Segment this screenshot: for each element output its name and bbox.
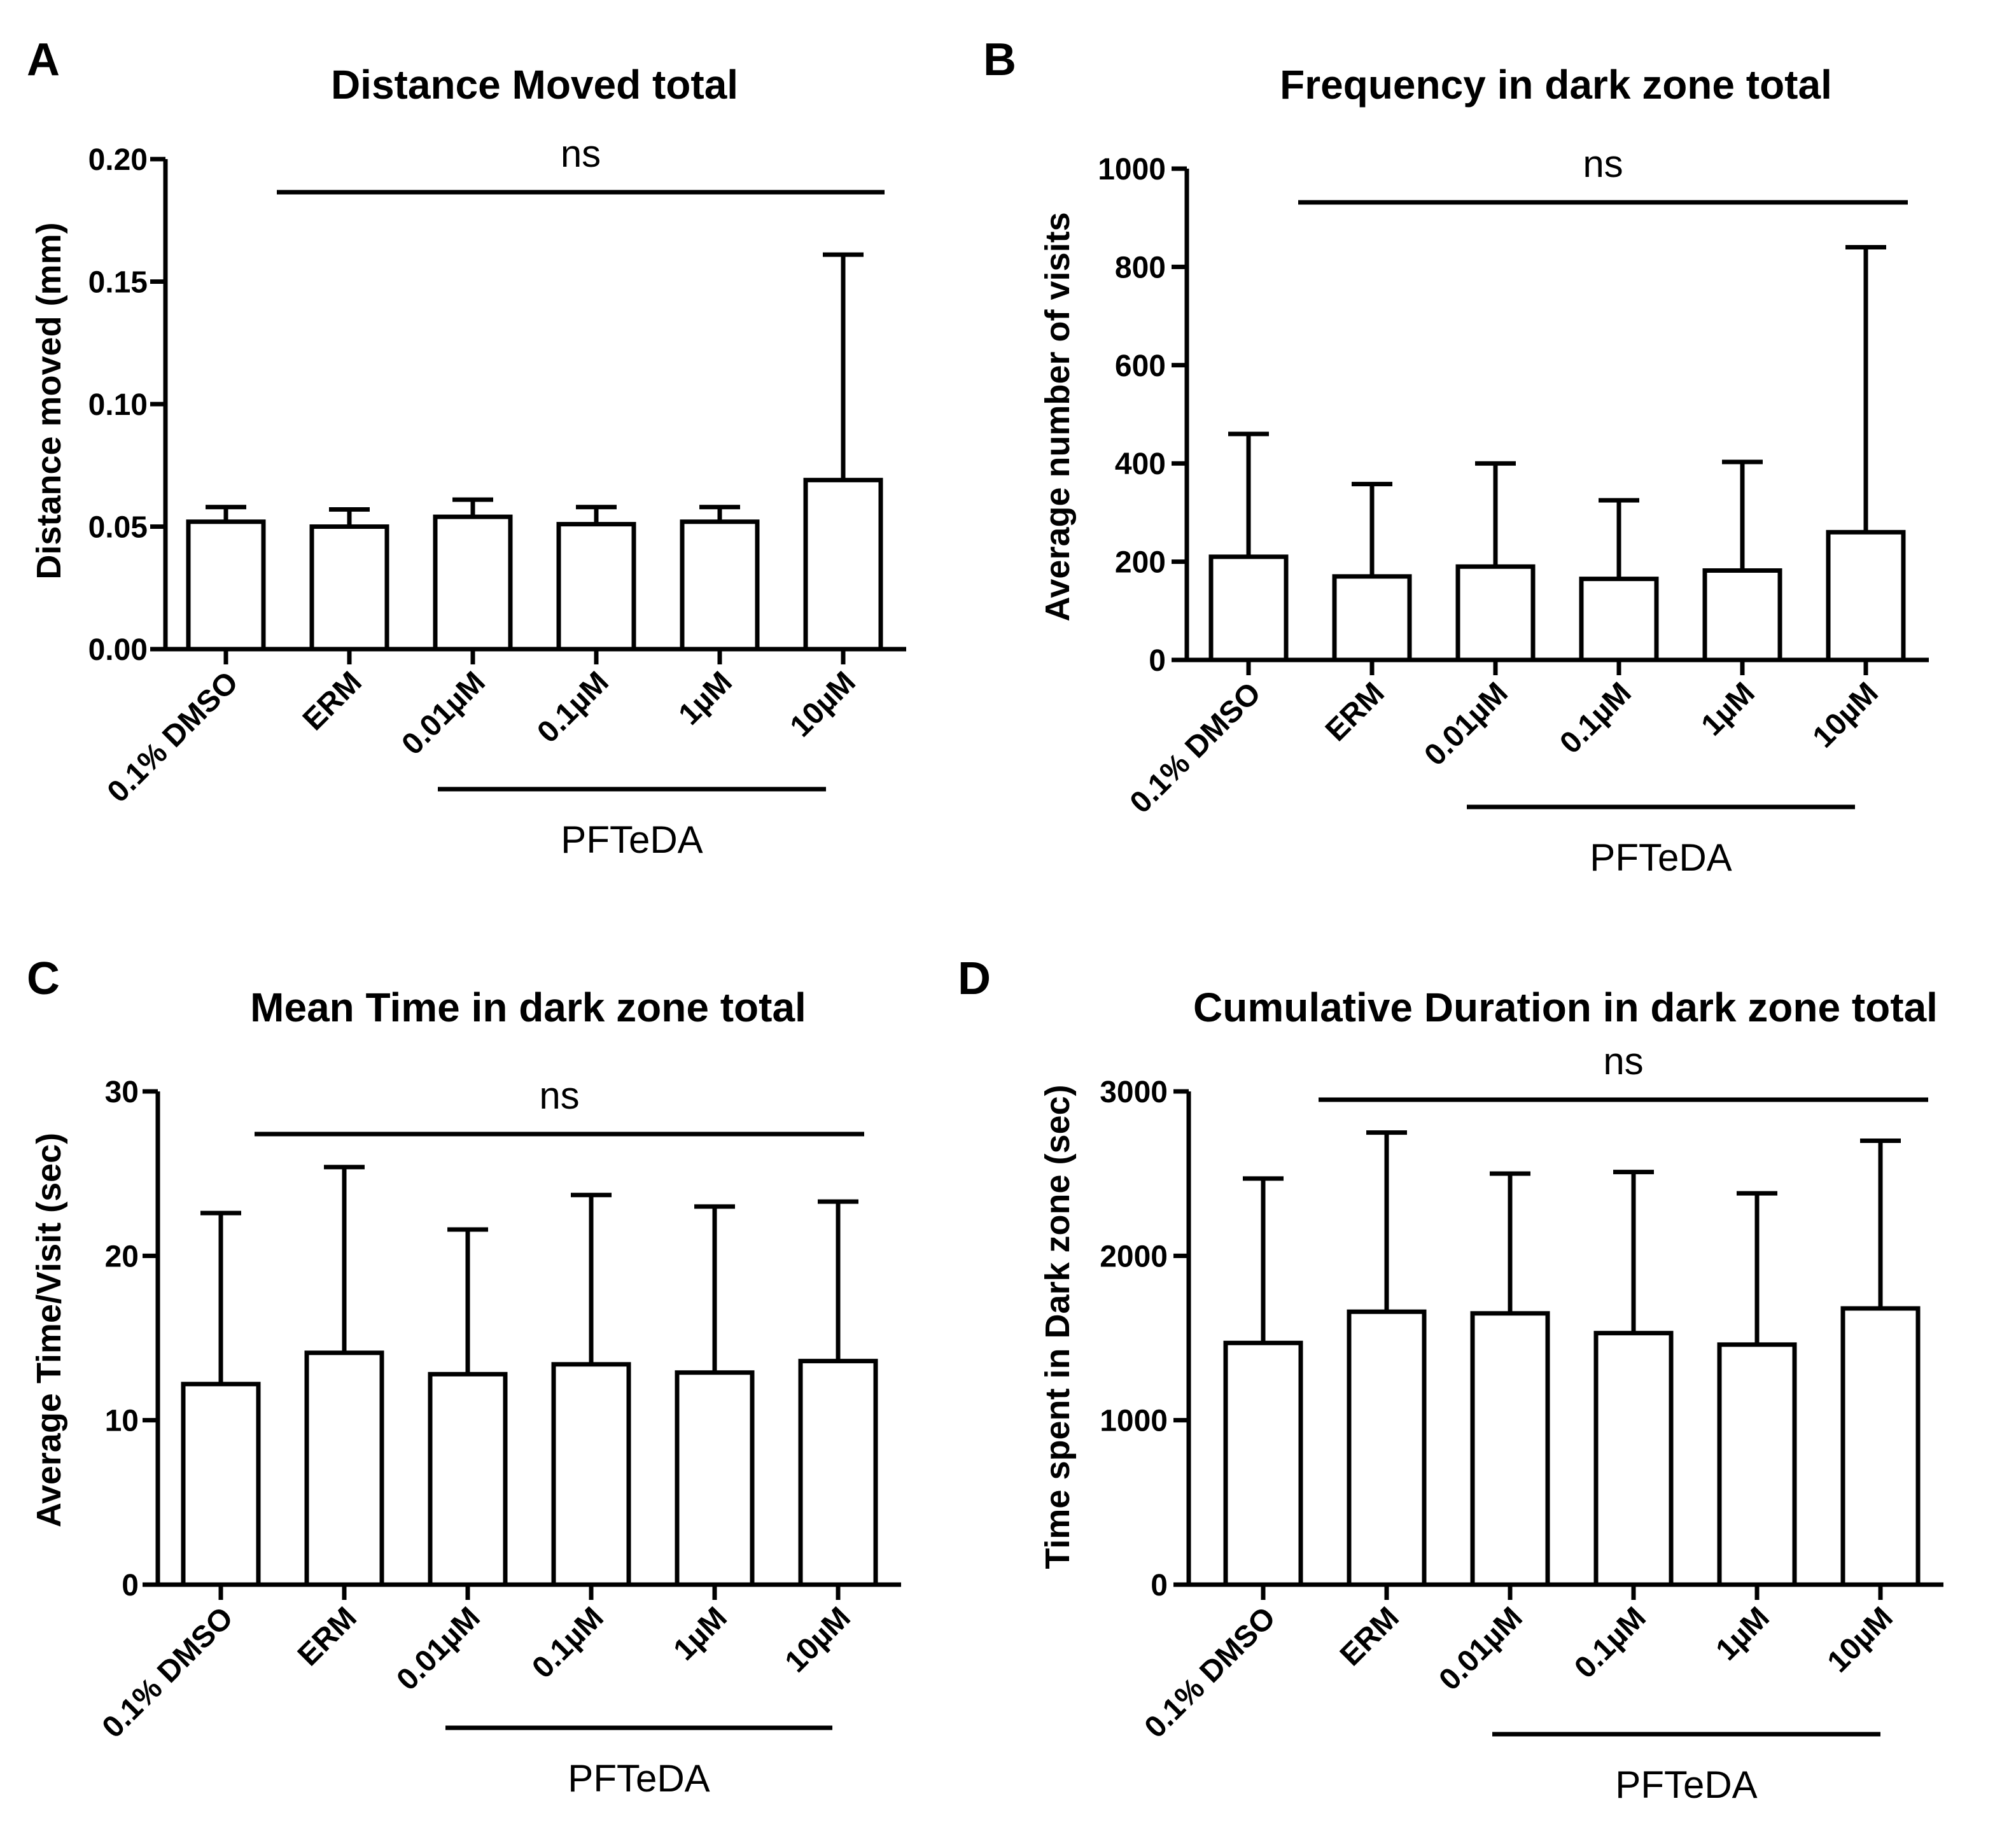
panel-d-significance-label: ns	[1603, 1040, 1643, 1083]
panel-c-bar	[675, 1370, 755, 1587]
panel-b-significance-label: ns	[1583, 143, 1623, 185]
panel-a-title: Distance Moved total	[331, 62, 738, 108]
panel-a-y-tick-label: 0.15	[88, 266, 148, 300]
panel-d-y-tick-label: 0	[1151, 1569, 1168, 1602]
panel-d-bar	[1840, 1306, 1921, 1587]
panel-d-y-tick-label: 1000	[1100, 1405, 1168, 1438]
panel-c-x-tick-label: 0.1% DMSO	[96, 1601, 240, 1744]
panel-a-y-tick-label: 0.05	[88, 511, 148, 545]
panel-d-bar	[1347, 1309, 1427, 1587]
panel-a-bar	[433, 514, 513, 652]
panel-b-group-label: PFTeDA	[1590, 836, 1732, 879]
panel-a-x-tick-label: 0.1µM	[531, 665, 615, 749]
panel-d-letter: D	[958, 953, 991, 1004]
panel-c-bar	[181, 1382, 261, 1587]
panel-a-significance-label: ns	[561, 132, 601, 175]
panel-a-bar	[186, 519, 266, 652]
panel-b-y-tick-label: 400	[1115, 447, 1166, 481]
panel-a-letter: A	[27, 34, 60, 85]
panel-d-y-tick-label: 3000	[1100, 1076, 1168, 1109]
panel-c-x-tick-label: 0.01µM	[390, 1601, 486, 1697]
panel-a-y-axis-title: Distance moved (mm)	[30, 222, 68, 579]
panel-b-x-tick-label: 0.1% DMSO	[1124, 676, 1268, 820]
panel-a: A Distance Moved total Distance moved (m…	[27, 34, 906, 861]
panel-c-y-tick-label: 0	[122, 1569, 139, 1602]
panel-a-y-tick-label: 0.20	[88, 143, 148, 177]
panel-b-bar	[1332, 574, 1412, 662]
panel-a-bar	[680, 519, 760, 652]
panel-b: B Frequency in dark zone total Average n…	[983, 34, 1929, 879]
panel-c-y-tick-label: 20	[105, 1240, 139, 1273]
panel-c-bar	[428, 1371, 508, 1587]
panel-b-x-tick-label: 0.01µM	[1418, 676, 1514, 772]
panel-c-bar	[304, 1350, 384, 1587]
panel-d-group-label: PFTeDA	[1615, 1763, 1757, 1806]
panel-b-y-tick-label: 0	[1149, 644, 1166, 678]
panel-a-y-tick-label: 0.00	[88, 633, 148, 667]
panel-c-title: Mean Time in dark zone total	[250, 985, 806, 1030]
panel-c-letter: C	[27, 953, 60, 1004]
panel-b-bar	[1702, 568, 1782, 662]
panel-d-bar	[1470, 1311, 1550, 1587]
panel-d-x-tick-label: 0.1µM	[1568, 1601, 1652, 1685]
panel-d-x-tick-label: 0.01µM	[1432, 1601, 1529, 1697]
panel-d-y-tick-label: 2000	[1100, 1240, 1168, 1273]
panel-a-x-tick-label: 1µM	[673, 665, 739, 731]
panel-c-x-tick-label: 1µM	[668, 1601, 734, 1667]
panel-b-bar	[1455, 564, 1536, 662]
panel-c-bar	[798, 1359, 878, 1587]
panel-d-y-axis-title: Time spent in Dark zone (sec)	[1039, 1084, 1077, 1569]
panel-d-bar	[1593, 1331, 1674, 1587]
panel-d-bar	[1717, 1342, 1797, 1587]
panel-c-x-tick-label: 10µM	[779, 1601, 857, 1679]
panel-d-title: Cumulative Duration in dark zone total	[1193, 985, 1938, 1030]
panel-b-y-tick-label: 600	[1115, 349, 1166, 383]
panel-c-y-tick-label: 30	[105, 1076, 139, 1109]
panel-b-x-tick-label: ERM	[1319, 676, 1391, 748]
panel-b-bar	[1826, 529, 1906, 662]
panel-c-x-tick-label: 0.1µM	[526, 1601, 610, 1685]
panel-a-group-label: PFTeDA	[561, 818, 703, 861]
panel-d-x-tick-label: ERM	[1334, 1601, 1406, 1672]
panel-b-bar	[1208, 554, 1289, 662]
panel-b-bar	[1579, 577, 1659, 662]
panel-d-x-tick-label: 1µM	[1710, 1601, 1776, 1667]
panel-a-bar	[803, 477, 883, 652]
panel-d: D Cumulative Duration in dark zone total…	[958, 953, 1943, 1806]
panel-a-x-tick-label: 0.01µM	[395, 665, 491, 761]
panel-b-y-tick-label: 200	[1115, 546, 1166, 580]
panel-d-x-tick-label: 10µM	[1821, 1601, 1900, 1679]
panel-b-x-tick-label: 1µM	[1695, 676, 1761, 742]
panel-c-bar	[551, 1362, 631, 1587]
panel-b-letter: B	[983, 34, 1016, 85]
panel-b-x-tick-label: 0.1µM	[1553, 676, 1637, 760]
panel-b-y-tick-label: 800	[1115, 251, 1166, 284]
panel-a-y-tick-label: 0.10	[88, 388, 148, 422]
panel-a-bar	[556, 522, 636, 652]
panel-d-x-tick-label: 0.1% DMSO	[1138, 1601, 1282, 1744]
panel-c-significance-label: ns	[539, 1074, 579, 1117]
panel-c-y-tick-label: 10	[105, 1405, 139, 1438]
panel-c-group-label: PFTeDA	[568, 1757, 710, 1800]
panel-b-y-axis-title: Average number of visits	[1039, 212, 1077, 621]
panel-c: C Mean Time in dark zone total Average T…	[27, 953, 901, 1800]
panel-d-bar	[1223, 1340, 1303, 1587]
panel-a-bar	[309, 524, 389, 652]
panel-b-x-tick-label: 10µM	[1807, 676, 1885, 754]
panel-c-x-tick-label: ERM	[291, 1601, 363, 1672]
panel-c-y-axis-title: Average Time/Visit (sec)	[30, 1133, 68, 1527]
panel-b-y-tick-label: 1000	[1098, 153, 1166, 186]
panel-b-title: Frequency in dark zone total	[1280, 62, 1832, 108]
panel-a-x-tick-label: ERM	[297, 665, 368, 737]
panel-a-x-tick-label: 0.1% DMSO	[101, 665, 245, 809]
panel-a-x-tick-label: 10µM	[784, 665, 862, 743]
